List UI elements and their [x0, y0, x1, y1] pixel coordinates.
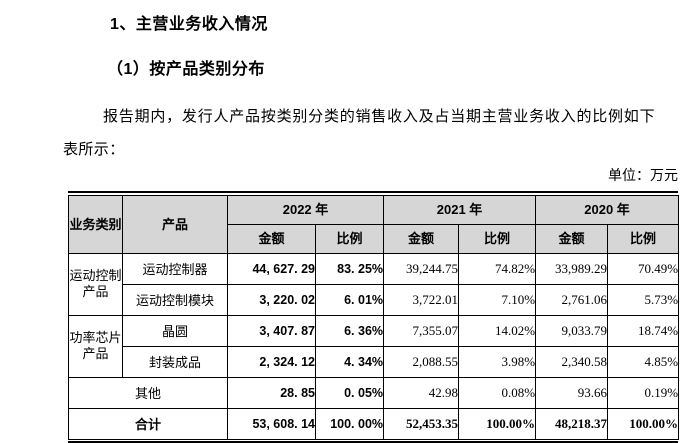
header-ratio-2020: 比例	[607, 223, 680, 254]
cell-ratio-2020: 100.00%	[607, 407, 680, 440]
header-year-2022: 2022 年	[226, 194, 385, 225]
header-product: 产品	[122, 194, 228, 254]
cell-ratio-2021: 0.08%	[458, 376, 537, 409]
cell-amount-2021: 2,088.55	[383, 345, 460, 378]
cell-ratio-2022: 83. 25%	[314, 252, 385, 285]
document-page: 1、主营业务收入情况 （1）按产品类别分布 报告期内，发行人产品按类别分类的销售…	[0, 10, 700, 443]
cell-ratio-2021: 100.00%	[458, 407, 537, 440]
cell-ratio-2020: 5.73%	[607, 283, 680, 316]
cell-amount-2022: 28. 85	[227, 376, 316, 409]
cell-amount-2022: 44, 627. 29	[227, 252, 316, 285]
revenue-by-product-table: 业务类别 产品 2022 年 2021 年 2020 年 金额 比例 金额 比例…	[68, 194, 680, 440]
cell-ratio-2020: 4.85%	[607, 345, 680, 378]
header-year-2020: 2020 年	[535, 194, 680, 225]
cell-amount-2020: 2,761.06	[535, 283, 609, 316]
table-header-row-metrics: 金额 比例 金额 比例 金额 比例	[69, 223, 680, 254]
table-header-row-years: 业务类别 产品 2022 年 2021 年 2020 年	[68, 194, 680, 254]
header-ratio-2021: 比例	[458, 223, 537, 254]
table-row: 封装成品 2, 324. 12 4. 34% 2,088.55 3.98% 2,…	[69, 345, 680, 378]
section-heading: 1、主营业务收入情况	[110, 16, 268, 33]
cell-category: 功率芯片产品	[68, 314, 123, 378]
subsection-heading: （1）按产品类别分布	[107, 61, 265, 78]
header-amount-2020: 金额	[535, 223, 609, 254]
cell-ratio-2021: 74.82%	[458, 252, 537, 285]
cell-amount-2021: 7,355.07	[383, 314, 460, 347]
cell-ratio-2020: 18.74%	[607, 314, 680, 347]
cell-amount-2020: 33,989.29	[535, 252, 609, 285]
cell-ratio-2021: 14.02%	[458, 314, 537, 347]
cell-ratio-2022: 6. 36%	[314, 314, 385, 347]
cell-product-other: 其他	[68, 376, 228, 409]
cell-amount-2021: 3,722.01	[383, 283, 460, 316]
cell-amount-2022: 3, 220. 02	[227, 283, 316, 316]
cell-category: 运动控制产品	[68, 252, 123, 316]
header-business-category: 业务类别	[68, 194, 123, 254]
header-year-2021: 2021 年	[383, 194, 537, 225]
cell-amount-2020: 9,033.79	[535, 314, 609, 347]
cell-amount-2020: 2,340.58	[535, 345, 609, 378]
cell-ratio-2020: 70.49%	[607, 252, 680, 285]
header-amount-2022: 金额	[227, 223, 316, 254]
cell-amount-2020: 93.66	[535, 376, 609, 409]
table-row-total: 合计 53, 608. 14 100. 00% 52,453.35 100.00…	[68, 407, 680, 440]
cell-ratio-2022: 6. 01%	[314, 283, 385, 316]
cell-product: 晶圆	[122, 314, 228, 347]
unit-note: 单位：万元	[608, 169, 678, 184]
cell-amount-2021: 52,453.35	[383, 407, 460, 440]
cell-ratio-2021: 7.10%	[458, 283, 537, 316]
cell-amount-2022: 2, 324. 12	[227, 345, 316, 378]
cell-ratio-2022: 4. 34%	[314, 345, 385, 378]
cell-amount-2021: 42.98	[383, 376, 460, 409]
cell-total-label: 合计	[68, 407, 228, 440]
cell-amount-2021: 39,244.75	[383, 252, 460, 285]
cell-ratio-2021: 3.98%	[458, 345, 537, 378]
cell-product: 封装成品	[122, 345, 228, 378]
cell-amount-2022: 53, 608. 14	[227, 407, 316, 440]
table-row: 运动控制模块 3, 220. 02 6. 01% 3,722.01 7.10% …	[69, 283, 680, 316]
header-amount-2021: 金额	[383, 223, 460, 254]
cell-product: 运动控制器	[122, 252, 228, 285]
table-row: 功率芯片产品 晶圆 3, 407. 87 6. 36% 7,355.07 14.…	[68, 314, 680, 378]
cell-product: 运动控制模块	[122, 283, 228, 316]
cell-ratio-2022: 0. 05%	[314, 376, 385, 409]
revenue-table-container: 业务类别 产品 2022 年 2021 年 2020 年 金额 比例 金额 比例…	[68, 191, 680, 443]
header-ratio-2022: 比例	[314, 223, 385, 254]
cell-amount-2022: 3, 407. 87	[227, 314, 316, 347]
cell-ratio-2022: 100. 00%	[314, 407, 385, 440]
table-row: 其他 28. 85 0. 05% 42.98 0.08% 93.66 0.19%	[68, 376, 680, 409]
cell-amount-2020: 48,218.37	[535, 407, 609, 440]
cell-ratio-2020: 0.19%	[607, 376, 680, 409]
intro-paragraph: 报告期内，发行人产品按类别分类的销售收入及占当期主营业务收入的比例如下表所示：	[63, 109, 655, 158]
table-row: 运动控制产品 运动控制器 44, 627. 29 83. 25% 39,244.…	[68, 252, 680, 316]
